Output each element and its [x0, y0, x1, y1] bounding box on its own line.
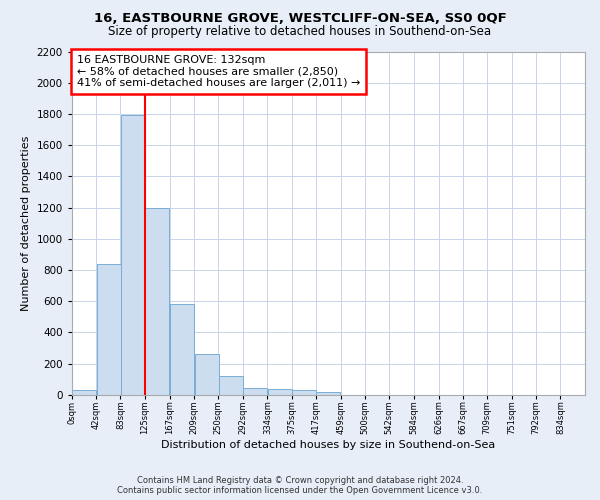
Text: Contains HM Land Registry data © Crown copyright and database right 2024.
Contai: Contains HM Land Registry data © Crown c…: [118, 476, 482, 495]
Bar: [121, 116, 145, 395]
Bar: [316, 392, 340, 395]
Bar: [218, 376, 242, 395]
Bar: [243, 388, 267, 395]
Bar: [97, 264, 121, 395]
Bar: [268, 388, 292, 395]
Y-axis label: Number of detached properties: Number of detached properties: [21, 136, 31, 311]
Bar: [72, 390, 96, 395]
Text: 16 EASTBOURNE GROVE: 132sqm
← 58% of detached houses are smaller (2,850)
41% of : 16 EASTBOURNE GROVE: 132sqm ← 58% of det…: [77, 55, 361, 88]
Text: Size of property relative to detached houses in Southend-on-Sea: Size of property relative to detached ho…: [109, 25, 491, 38]
Bar: [194, 354, 218, 395]
Bar: [145, 208, 169, 395]
X-axis label: Distribution of detached houses by size in Southend-on-Sea: Distribution of detached houses by size …: [161, 440, 496, 450]
Bar: [292, 390, 316, 395]
Text: 16, EASTBOURNE GROVE, WESTCLIFF-ON-SEA, SS0 0QF: 16, EASTBOURNE GROVE, WESTCLIFF-ON-SEA, …: [94, 12, 506, 26]
Bar: [170, 304, 194, 395]
